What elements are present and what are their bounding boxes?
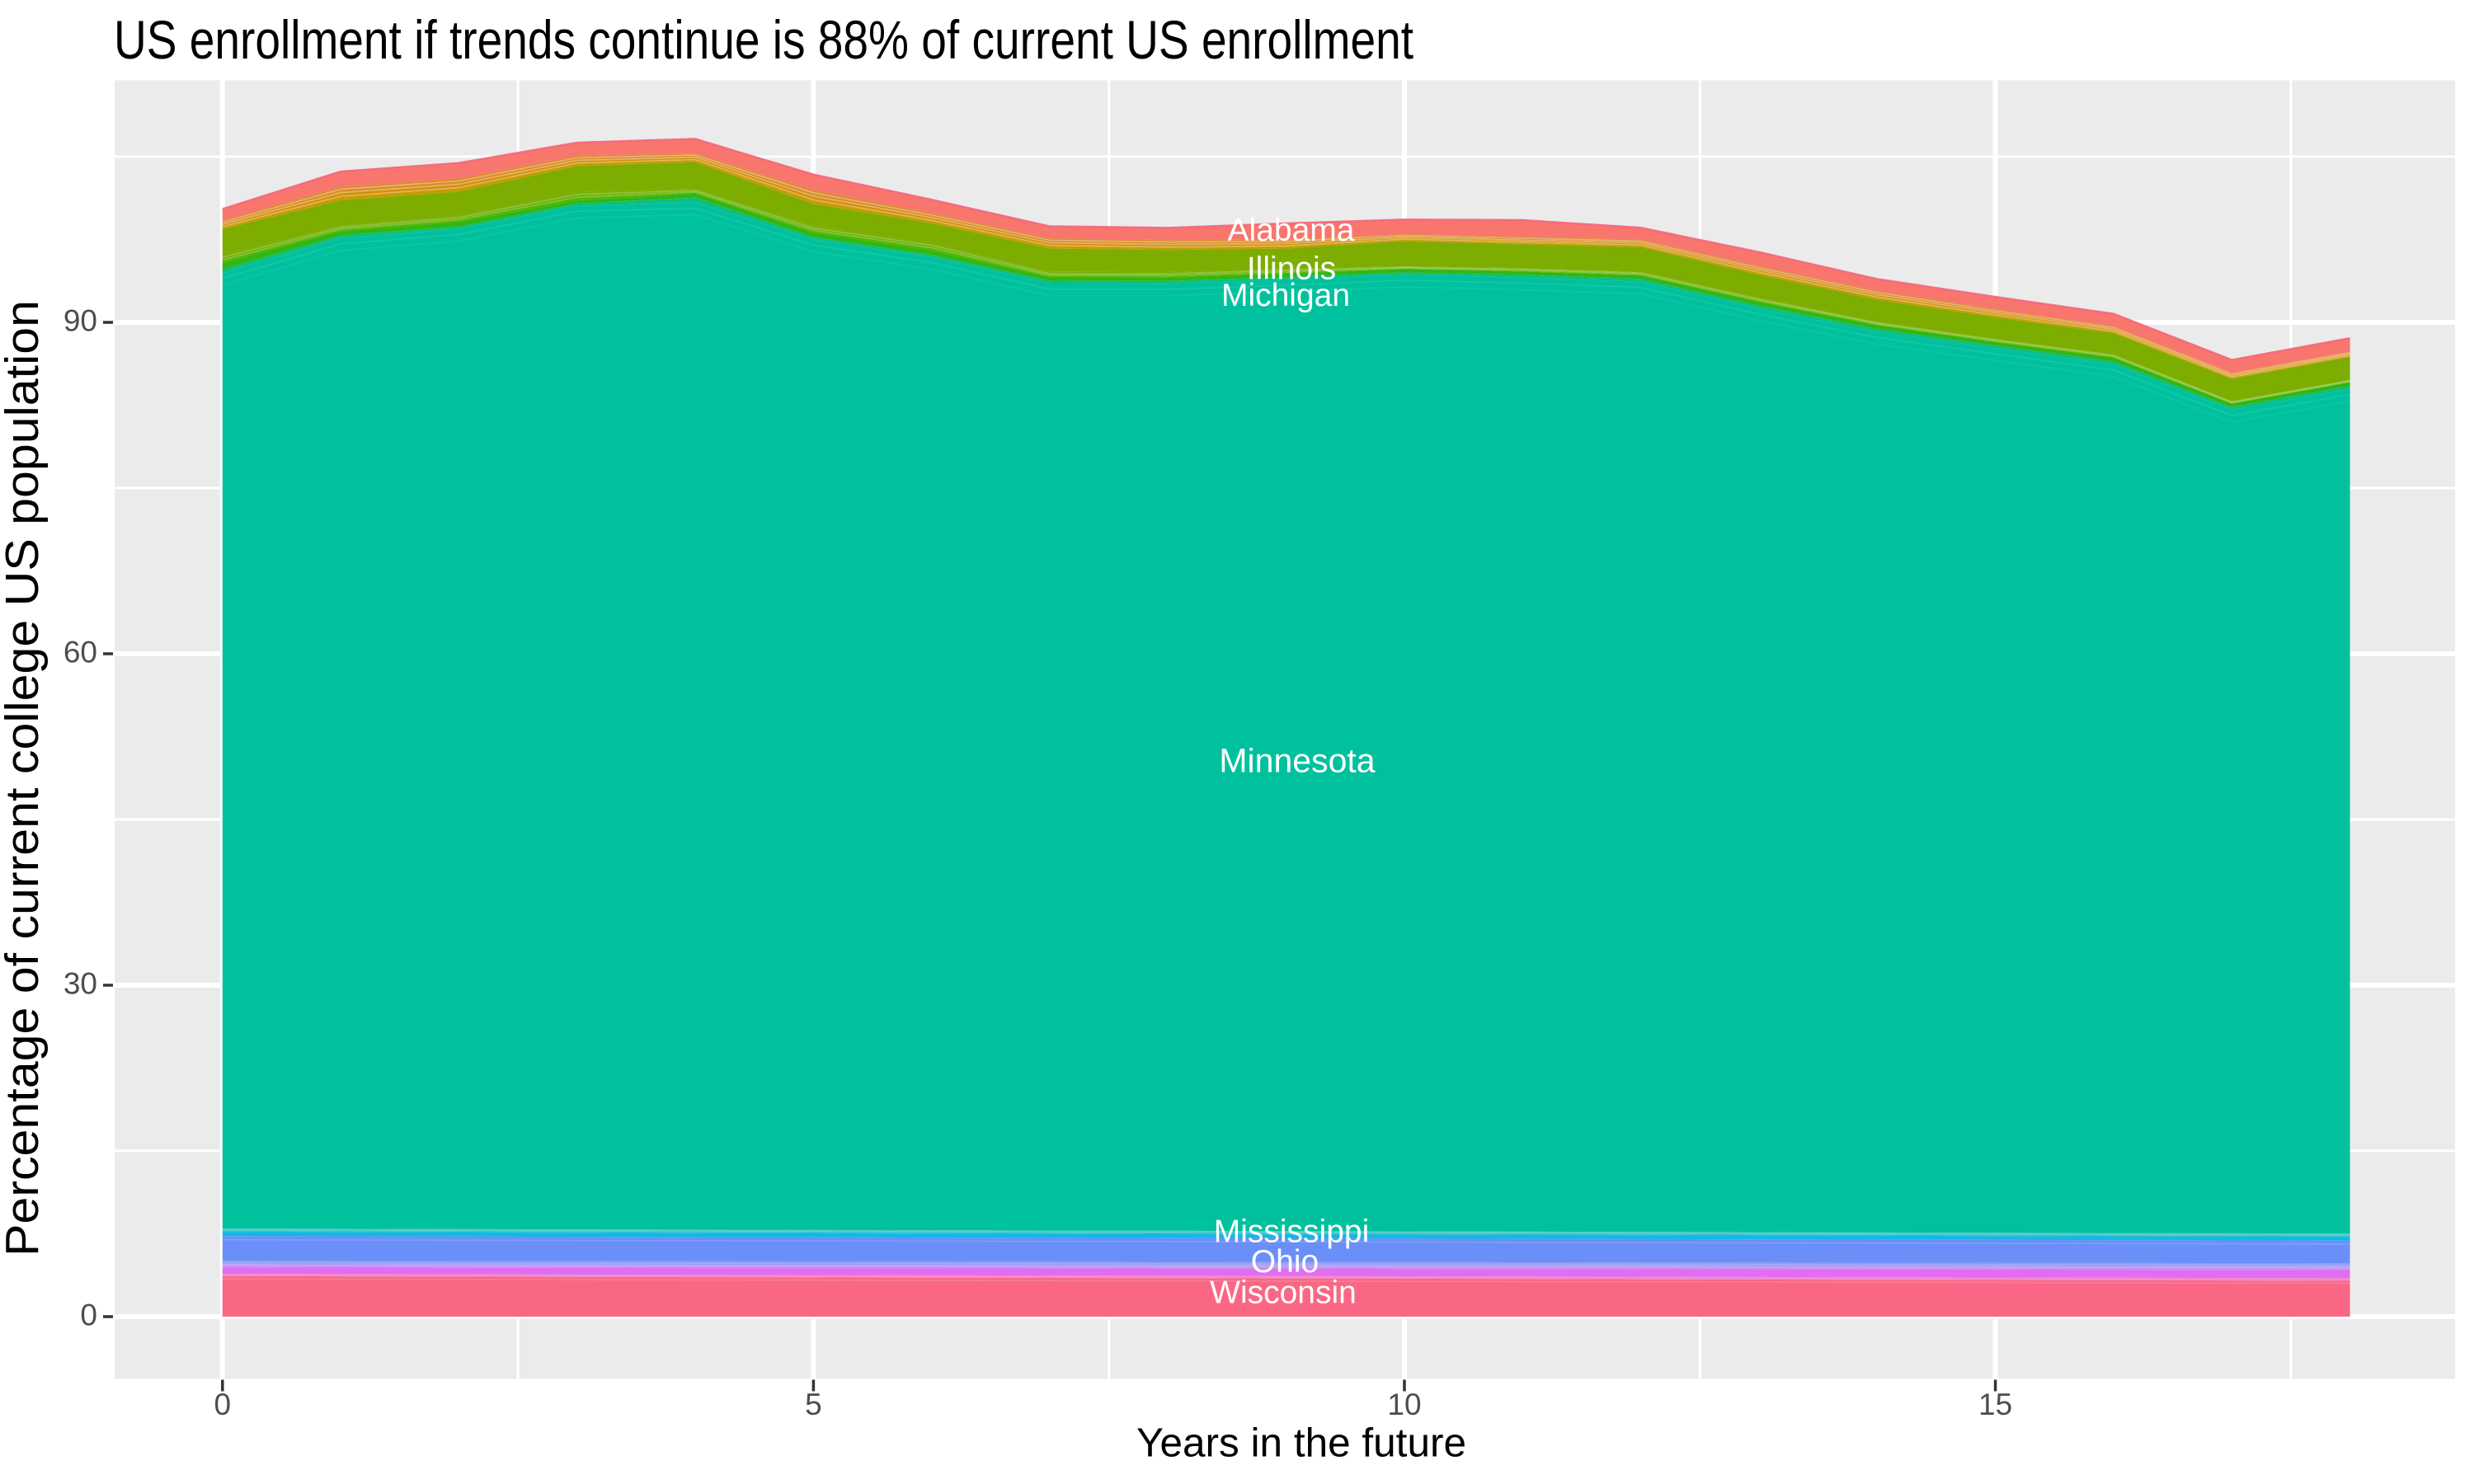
- svg-text:Ohio: Ohio: [1251, 1244, 1319, 1280]
- svg-text:5: 5: [805, 1388, 822, 1421]
- svg-text:Percentage of current college: Percentage of current college US populat…: [0, 300, 49, 1256]
- svg-text:15: 15: [1978, 1388, 2012, 1421]
- svg-text:US enrollment if trends contin: US enrollment if trends continue is 88% …: [114, 9, 1413, 70]
- svg-text:Mississippi: Mississippi: [1214, 1214, 1370, 1250]
- svg-text:Alabama: Alabama: [1228, 213, 1355, 248]
- svg-text:0: 0: [214, 1388, 232, 1421]
- svg-text:Minnesota: Minnesota: [1219, 742, 1375, 780]
- svg-text:Michigan: Michigan: [1221, 278, 1350, 313]
- svg-text:10: 10: [1387, 1388, 1421, 1421]
- svg-text:90: 90: [63, 304, 97, 338]
- svg-text:60: 60: [63, 636, 97, 669]
- svg-text:Years in the future: Years in the future: [1136, 1421, 1466, 1466]
- svg-text:Illinois: Illinois: [1247, 251, 1336, 287]
- svg-text:Wisconsin: Wisconsin: [1210, 1275, 1357, 1310]
- svg-text:0: 0: [80, 1298, 97, 1332]
- svg-text:30: 30: [63, 967, 97, 1001]
